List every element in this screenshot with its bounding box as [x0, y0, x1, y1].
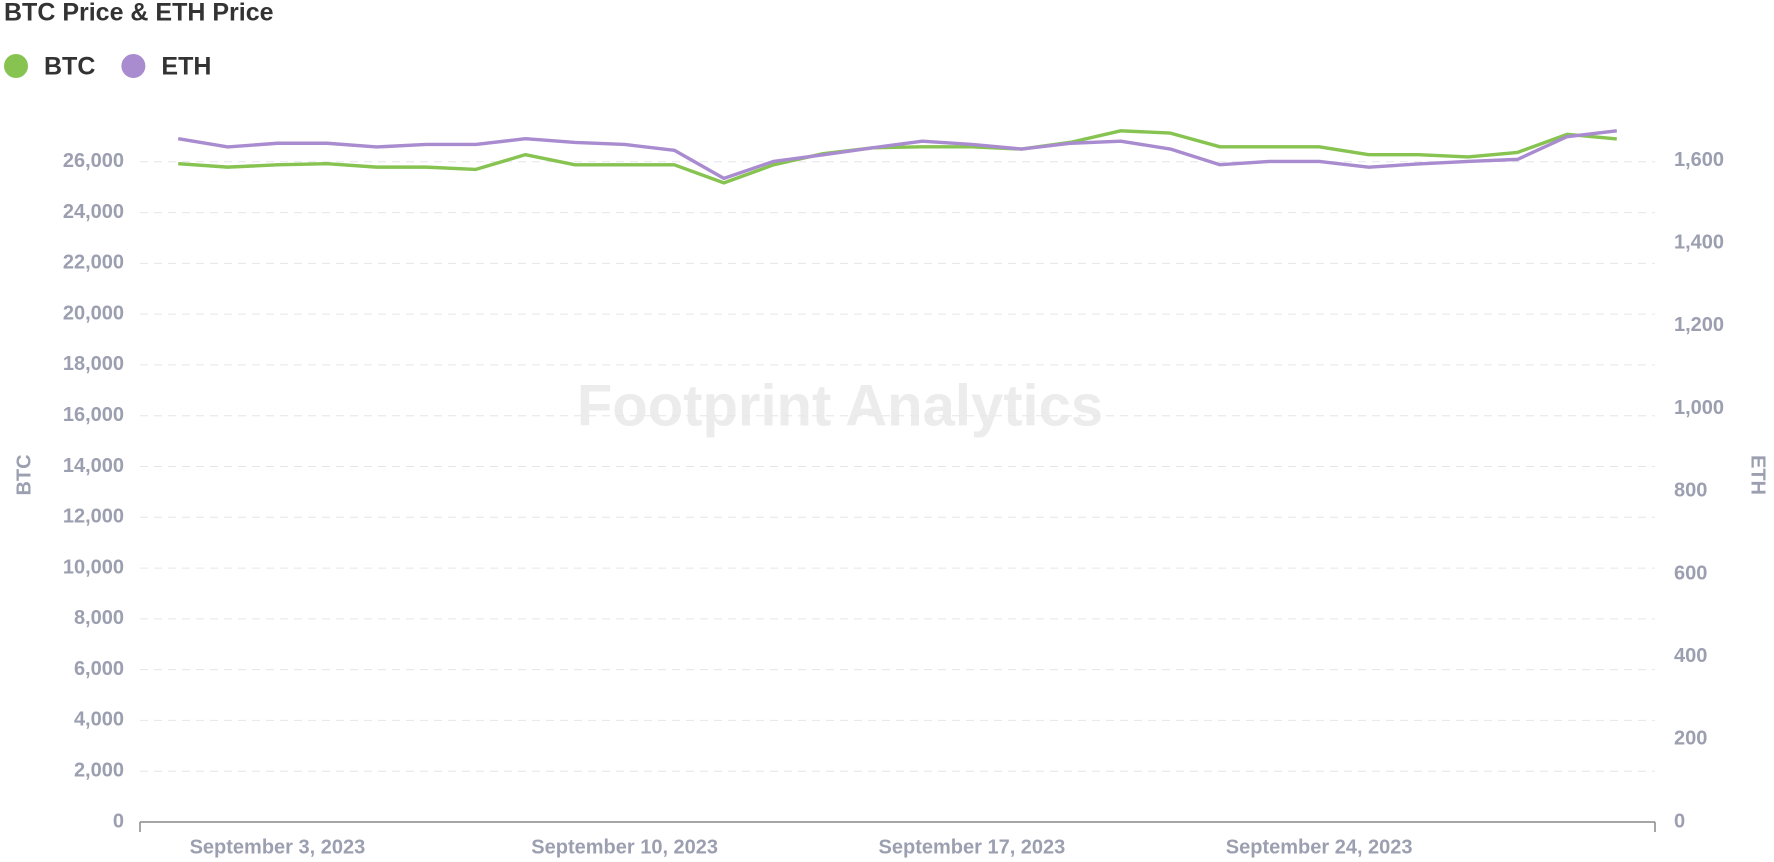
chart-title: BTC Price & ETH Price — [4, 0, 274, 27]
y-tick-label: 16,000 — [63, 404, 124, 426]
legend-label: BTC — [44, 53, 95, 81]
y2-tick-label: 400 — [1674, 645, 1707, 667]
y-tick-label: 0 — [113, 810, 124, 832]
x-tick-label: September 24, 2023 — [1226, 836, 1413, 858]
y-tick-label: 12,000 — [63, 506, 124, 528]
y-tick-label: 2,000 — [74, 759, 124, 781]
y2-tick-label: 1,200 — [1674, 314, 1724, 336]
x-tick-label: September 10, 2023 — [531, 836, 718, 858]
y2-tick-label: 600 — [1674, 562, 1707, 584]
x-tick-label: September 17, 2023 — [879, 836, 1066, 858]
y2-tick-label: 1,000 — [1674, 397, 1724, 419]
y-tick-label: 8,000 — [74, 607, 124, 629]
x-tick-label: September 3, 2023 — [190, 836, 366, 858]
y2-tick-label: 200 — [1674, 728, 1707, 750]
y2-tick-label: 800 — [1674, 480, 1707, 502]
legend-marker — [4, 54, 28, 78]
y-tick-label: 4,000 — [74, 709, 124, 731]
y-tick-label: 20,000 — [63, 302, 124, 324]
y2-tick-label: 1,400 — [1674, 232, 1724, 254]
y-tick-label: 18,000 — [63, 353, 124, 375]
y-tick-label: 22,000 — [63, 252, 124, 274]
y-tick-label: 14,000 — [63, 455, 124, 477]
y-tick-label: 26,000 — [63, 150, 124, 172]
legend-marker — [121, 54, 146, 78]
line-series — [178, 129, 1617, 185]
y-tick-label: 10,000 — [63, 556, 124, 578]
legend-label: ETH — [161, 53, 211, 81]
y2-tick-label: 0 — [1674, 810, 1685, 832]
y-axis-title: BTC — [13, 454, 35, 495]
y2-axis-title: ETH — [1747, 455, 1769, 495]
y-tick-label: 6,000 — [74, 658, 124, 680]
y2-tick-label: 1,600 — [1674, 149, 1724, 171]
line-series — [177, 129, 1617, 181]
watermark: Footprint Analytics — [577, 373, 1103, 438]
y-tick-label: 24,000 — [63, 201, 124, 223]
